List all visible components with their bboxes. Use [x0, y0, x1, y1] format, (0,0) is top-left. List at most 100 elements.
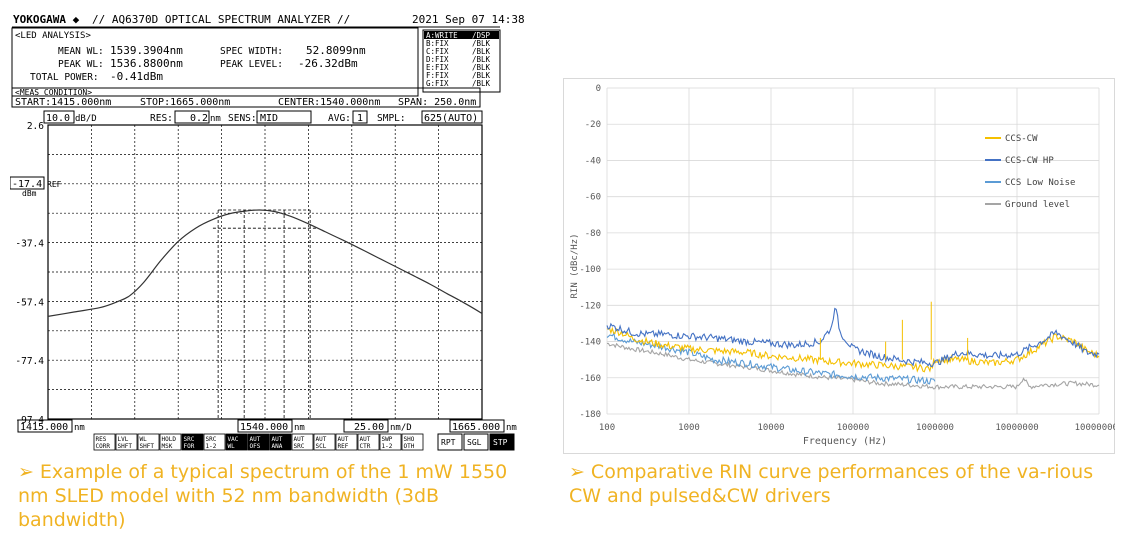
- rin-xlabel: Frequency (Hz): [803, 436, 887, 447]
- stp-button[interactable]: STP: [489, 433, 515, 451]
- rin-legend-label: CCS-CW HP: [1005, 156, 1054, 166]
- smpl-value: 625(AUTO): [424, 113, 478, 124]
- left-caption-text: Example of a typical spectrum of the 1 m…: [18, 461, 508, 531]
- stop-wl-box[interactable]: [449, 419, 505, 433]
- start-wl-unit: nm: [74, 423, 85, 433]
- trace-status-name: D:FIX: [426, 55, 449, 64]
- center-wl-value: 1540.000: [240, 422, 288, 433]
- smpl-box[interactable]: [421, 110, 483, 124]
- stop-wl-unit: nm: [506, 423, 517, 433]
- svg-text:STP: STP: [493, 438, 508, 447]
- spec-width-label: SPEC WIDTH:: [220, 46, 283, 57]
- stop-wl-value: 1665.000: [452, 422, 500, 433]
- analysis-panel: [11, 27, 419, 97]
- rin-series-line: [607, 342, 1100, 391]
- mean-wl-value: 1539.3904nm: [110, 44, 183, 57]
- caption-arrow-icon: ➢: [569, 461, 585, 483]
- meas-heading: <MEAS CONDITION>: [15, 88, 92, 97]
- res-box[interactable]: [174, 110, 210, 124]
- ref-label: REF: [47, 180, 62, 189]
- spectrum-trace: [47, 209, 483, 317]
- rin-y-tick-label: -100: [579, 265, 601, 275]
- sgl-button[interactable]: SGL: [463, 433, 489, 451]
- peak-wl-value: 1536.8800nm: [110, 57, 183, 70]
- rin-x-tick-label: 1000: [678, 423, 700, 433]
- trace-status-name: E:FIX: [426, 63, 449, 72]
- start-wl-box[interactable]: [17, 419, 73, 433]
- rin-x-tick-label: 100000000: [1075, 423, 1115, 433]
- rin-y-tick-label: -120: [579, 301, 601, 311]
- svg-text:SRC: SRC: [184, 436, 195, 443]
- svg-text:LVL: LVL: [118, 436, 129, 443]
- svg-text:AUT: AUT: [360, 436, 371, 443]
- rin-y-tick-label: -160: [579, 374, 601, 384]
- right-caption-text: Comparative RIN curve performances of th…: [569, 461, 1094, 507]
- rin-legend-label: CCS Low Noise: [1005, 178, 1075, 188]
- ref-box[interactable]: [10, 176, 45, 190]
- trace-status-name: G:FIX: [426, 79, 449, 88]
- scale-unit: dB/D: [75, 114, 97, 124]
- res-value: 0.2: [190, 113, 208, 124]
- y-tick-label: -37.4: [15, 239, 44, 250]
- peak-wl-label: PEAK WL:: [58, 59, 104, 70]
- rin-x-tick-label: 100000: [837, 423, 870, 433]
- rpt-button[interactable]: RPT: [437, 433, 463, 451]
- svg-text:SHFT: SHFT: [118, 443, 133, 450]
- rin-chart: 0 -20 -40 -60 -80 -100 -120 -140 -160 -180 100 100…: [563, 78, 1115, 454]
- svg-text:SRC: SRC: [294, 443, 305, 450]
- rin-series-line: [606, 331, 936, 385]
- rin-x-tick-label: 10000: [757, 423, 784, 433]
- start-wl-value: 1415.000: [20, 422, 68, 433]
- meas-span: SPAN: 250.0nm: [398, 97, 476, 108]
- right-caption: ➢ Comparative RIN curve performances of t…: [569, 460, 1129, 508]
- svg-text:CORR: CORR: [96, 443, 111, 450]
- svg-text:FOR: FOR: [184, 443, 195, 450]
- svg-text:MSK: MSK: [162, 443, 173, 450]
- scale-box[interactable]: [43, 110, 75, 124]
- sens-box[interactable]: [256, 110, 312, 124]
- div-box[interactable]: [343, 419, 389, 433]
- div-value: 25.00: [354, 422, 384, 433]
- res-label: RES:: [150, 113, 173, 124]
- svg-text:1-2: 1-2: [382, 443, 393, 450]
- trace-status-mode: /BLK: [472, 71, 491, 80]
- svg-text:AUT: AUT: [294, 436, 305, 443]
- avg-box[interactable]: [352, 110, 368, 124]
- center-wl-box[interactable]: [237, 419, 293, 433]
- trace-status-mode: /BLK: [472, 55, 491, 64]
- rin-y-tick-label: -20: [585, 120, 601, 130]
- svg-text:SHO: SHO: [404, 436, 415, 443]
- ref-unit: dBm: [22, 189, 37, 198]
- svg-text:AUT: AUT: [316, 436, 327, 443]
- timestamp: 2021 Sep 07 14:38: [412, 13, 525, 26]
- svg-text:1-2: 1-2: [206, 443, 217, 450]
- mean-wl-label: MEAN WL:: [58, 46, 104, 57]
- svg-text:SGL: SGL: [467, 438, 482, 447]
- y-tick-label: -57.4: [15, 297, 44, 308]
- scale-value: 10.0: [46, 113, 70, 124]
- sens-label: SENS:: [228, 113, 257, 124]
- trace-status-mode: /BLK: [472, 39, 491, 48]
- svg-text:RPT: RPT: [441, 438, 456, 447]
- svg-text:RES: RES: [96, 436, 107, 443]
- svg-text:WL: WL: [228, 443, 236, 450]
- rin-legend-label: CCS-CW: [1005, 134, 1038, 144]
- svg-text:SRC: SRC: [206, 436, 217, 443]
- smpl-label: SMPL:: [377, 113, 406, 124]
- meas-condition-panel: [11, 87, 481, 108]
